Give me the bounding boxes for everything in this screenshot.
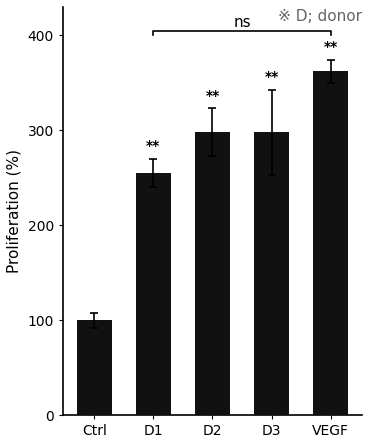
Text: ns: ns	[233, 15, 251, 30]
Bar	[76, 320, 112, 415]
Bar	[195, 132, 230, 415]
Text: **: **	[324, 40, 338, 54]
Bar	[254, 132, 289, 415]
Bar	[313, 72, 348, 415]
Bar	[136, 173, 171, 415]
Y-axis label: Proliferation (%): Proliferation (%)	[7, 149, 22, 273]
Text: **: **	[265, 70, 279, 84]
Text: **: **	[146, 139, 161, 153]
Text: **: **	[206, 89, 220, 103]
Text: ※ D; donor: ※ D; donor	[277, 9, 362, 24]
